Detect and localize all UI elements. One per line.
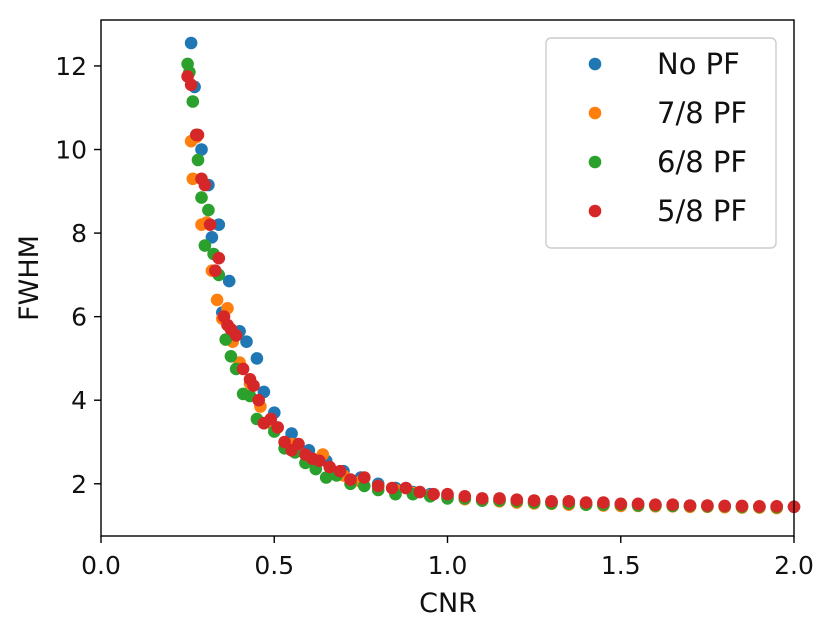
data-point <box>458 490 472 503</box>
data-point <box>358 471 371 484</box>
data-point <box>683 499 697 512</box>
data-point <box>753 500 766 513</box>
data-point <box>614 497 628 511</box>
data-point <box>385 481 399 495</box>
data-point <box>718 499 731 513</box>
x-axis: 0.0 0.5 1.0 1.5 2.0 <box>81 536 814 580</box>
x-tick-label: 0.5 <box>254 551 294 580</box>
data-point <box>264 412 278 426</box>
data-point <box>666 498 679 512</box>
data-point <box>475 492 489 505</box>
legend: No PF 7/8 PF 6/8 PF 5/8 PF <box>545 37 777 249</box>
data-point <box>205 231 219 244</box>
x-tick-label: 0.0 <box>81 551 121 580</box>
data-point <box>191 128 205 142</box>
legend-marker <box>588 106 602 120</box>
data-point <box>371 479 385 493</box>
data-point <box>510 493 524 507</box>
data-point <box>236 362 250 376</box>
data-point <box>278 435 291 449</box>
data-point <box>285 427 298 440</box>
x-tick-label: 1.0 <box>428 551 468 580</box>
series-4 <box>181 70 801 514</box>
data-point <box>493 492 506 505</box>
data-point <box>198 178 212 192</box>
data-point <box>735 499 749 513</box>
data-point <box>186 95 200 108</box>
data-point <box>319 471 333 484</box>
data-point <box>240 335 253 349</box>
data-point <box>271 421 285 434</box>
data-point <box>413 485 427 499</box>
data-point <box>195 143 208 156</box>
legend-label: No PF <box>657 47 740 81</box>
data-point <box>527 494 541 507</box>
data-point <box>441 487 454 501</box>
data-point <box>184 36 198 50</box>
legend-label: 6/8 PF <box>657 145 747 179</box>
legend-marker <box>588 57 602 71</box>
y-axis: 2 4 6 8 10 12 <box>55 52 101 499</box>
data-point <box>222 274 236 288</box>
data-point <box>191 153 205 167</box>
data-point <box>250 352 264 365</box>
data-point <box>562 495 576 508</box>
x-axis-label: CNR <box>419 588 477 619</box>
data-point <box>701 499 714 512</box>
data-points <box>181 36 801 515</box>
legend-marker <box>588 155 602 169</box>
y-tick-label: 8 <box>71 219 87 248</box>
y-tick-label: 10 <box>55 136 87 165</box>
data-point <box>313 454 326 468</box>
y-tick-label: 12 <box>55 52 87 81</box>
data-point <box>770 500 783 513</box>
data-point <box>399 481 413 495</box>
data-point <box>229 329 243 342</box>
legend-label: 5/8 PF <box>657 194 747 228</box>
data-point <box>224 350 238 363</box>
data-point <box>203 218 217 231</box>
y-axis-label: FWHM <box>14 235 45 321</box>
x-tick-label: 2.0 <box>774 551 814 580</box>
data-point <box>427 487 440 501</box>
data-point <box>198 239 212 252</box>
x-tick-label: 1.5 <box>601 551 641 580</box>
data-point <box>252 393 265 407</box>
y-tick-label: 2 <box>71 470 87 499</box>
data-point <box>195 191 208 204</box>
data-point <box>649 498 662 512</box>
data-point <box>212 218 226 231</box>
data-point <box>210 293 224 307</box>
y-tick-label: 6 <box>71 303 87 332</box>
data-point <box>579 496 593 509</box>
legend-marker <box>588 204 602 218</box>
data-point <box>545 495 558 508</box>
data-point <box>202 203 215 217</box>
data-point <box>323 460 337 474</box>
data-point <box>292 437 305 451</box>
data-point <box>184 78 198 92</box>
legend-box <box>545 37 777 249</box>
data-point <box>219 333 232 346</box>
data-point <box>212 251 226 265</box>
data-point <box>344 473 357 486</box>
y-tick-label: 4 <box>71 386 87 415</box>
data-point <box>209 264 222 278</box>
data-point <box>247 379 260 392</box>
legend-label: 7/8 PF <box>657 96 747 130</box>
data-point <box>333 464 347 478</box>
data-point <box>631 497 645 511</box>
data-point <box>186 172 200 186</box>
data-point <box>597 496 610 509</box>
